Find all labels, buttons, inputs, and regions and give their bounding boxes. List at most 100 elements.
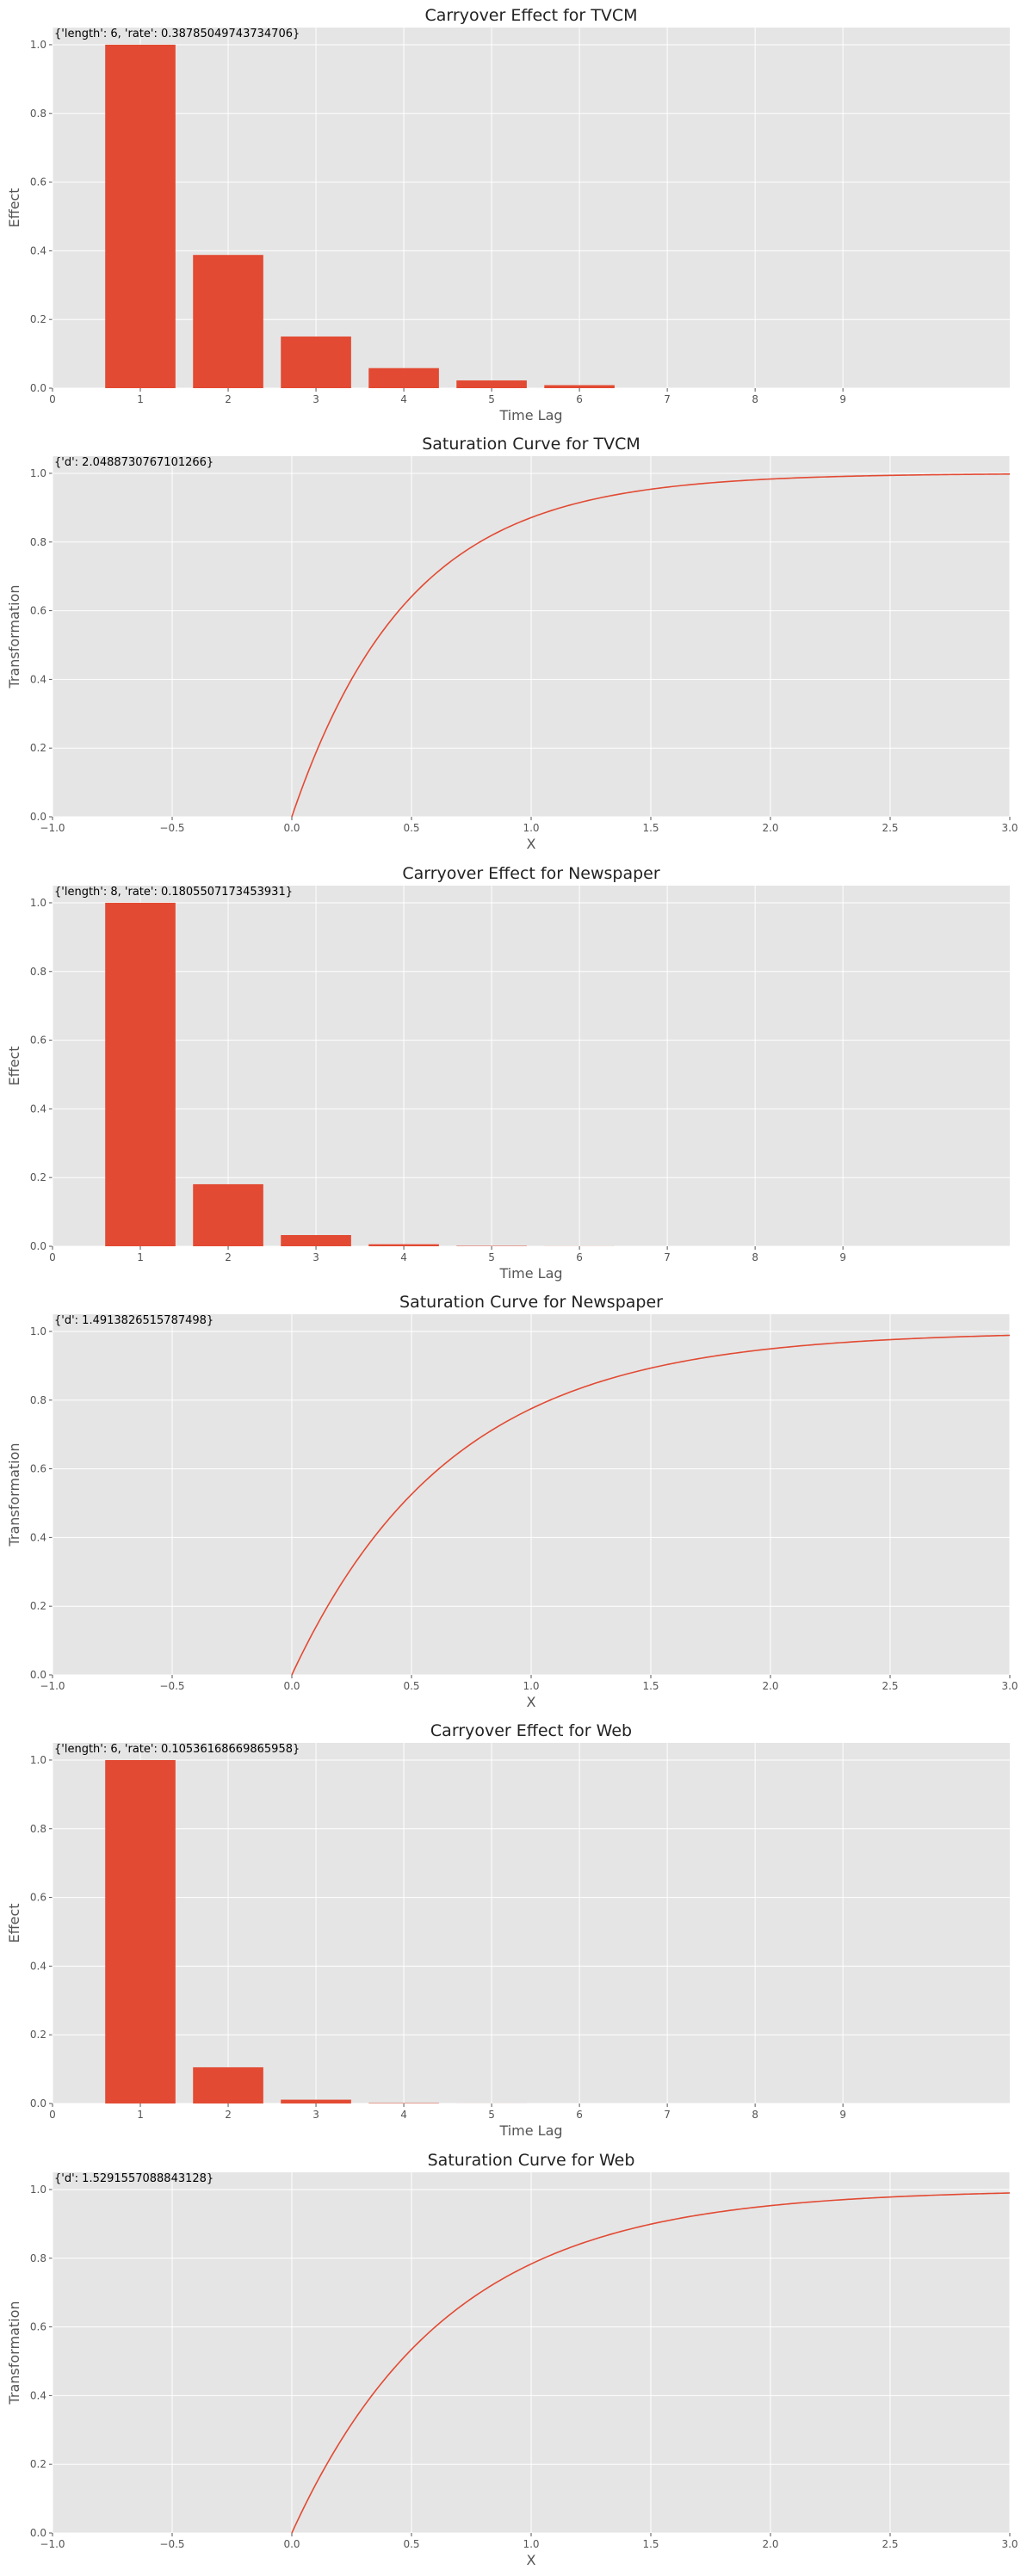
x-tick-label: 6 — [576, 393, 583, 405]
x-tick-label: 6 — [576, 2109, 583, 2121]
bar-lag-2 — [193, 255, 263, 388]
x-axis-label: Time Lag — [498, 407, 562, 423]
y-tick-label: 1.0 — [30, 2184, 46, 2196]
x-tick-label: 0 — [49, 2109, 56, 2121]
y-tick-label: 0.2 — [30, 2458, 46, 2470]
x-tick-label: 5 — [488, 1251, 495, 1263]
x-tick-label: 0.0 — [283, 2538, 300, 2550]
x-tick-label: 2 — [225, 2109, 232, 2121]
bar-lag-4 — [368, 1244, 439, 1246]
parameter-annotation: {'d': 1.5291557088843128} — [54, 2172, 213, 2185]
x-axis-label: X — [527, 1694, 536, 1710]
x-axis-label: Time Lag — [498, 2122, 562, 2139]
x-tick-label: 0.5 — [403, 2538, 419, 2550]
chart-panel-1: 0.0 0.2 0.4 0.6 0.8 1.0 0 1 2 3 4 5 6 7 8 9 Carryover Ef… — [6, 6, 1010, 423]
x-tick-label: 7 — [664, 393, 671, 405]
x-tick-label: 2.0 — [762, 822, 778, 834]
y-tick-label: 1.0 — [30, 467, 46, 479]
x-tick-label: 2.5 — [882, 1680, 898, 1692]
x-tick-label: 0.0 — [283, 822, 300, 834]
x-tick-label: 5 — [488, 393, 495, 405]
x-tick-label: 2.0 — [762, 1680, 778, 1692]
y-tick-label: 0.0 — [30, 811, 46, 823]
x-tick-label: 2.5 — [882, 822, 898, 834]
y-tick-label: 0.2 — [30, 1600, 46, 1612]
x-tick-label: 1 — [137, 1251, 144, 1263]
chart-title: Saturation Curve for TVCM — [422, 435, 640, 454]
y-tick-label: 0.0 — [30, 2527, 46, 2539]
chart-title: Carryover Effect for Newspaper — [402, 864, 660, 883]
y-tick-label: 0.6 — [30, 176, 46, 188]
plot-area — [53, 1743, 1010, 2103]
chart-panel-2: 0.0 0.2 0.4 0.6 0.8 1.0 −1.0 −0.5 0.0 0.5 1.0 1.5 2.… — [6, 435, 1018, 852]
x-tick-label: 0 — [49, 1251, 56, 1263]
x-tick-label: 6 — [576, 1251, 583, 1263]
bar-lag-1 — [105, 1759, 176, 2103]
x-tick-label: −1.0 — [40, 822, 65, 834]
chart-panel-6: 0.0 0.2 0.4 0.6 0.8 1.0 −1.0 −0.5 0.0 0.5 1.0 1.5 2.… — [6, 2151, 1018, 2568]
parameter-annotation: {'d': 2.0488730767101266} — [54, 456, 213, 469]
y-tick-label: 0.2 — [30, 742, 46, 754]
x-tick-label: −0.5 — [159, 1680, 184, 1692]
saturation-line — [291, 473, 1011, 818]
x-tick-label: 1 — [137, 393, 144, 405]
bar-lag-2 — [193, 2066, 263, 2103]
y-tick-label: 0.4 — [30, 244, 46, 256]
x-axis-label: X — [527, 836, 536, 852]
x-tick-label: 0 — [49, 393, 56, 405]
y-tick-label: 0.6 — [30, 2321, 46, 2333]
x-tick-label: 4 — [400, 1251, 407, 1263]
x-tick-label: 3.0 — [1001, 1680, 1018, 1692]
y-tick-label: 0.2 — [30, 313, 46, 325]
y-tick-label: 0.4 — [30, 1103, 46, 1115]
y-tick-label: 0.8 — [30, 1823, 46, 1835]
y-tick-label: 0.2 — [30, 1171, 46, 1183]
parameter-annotation: {'length': 6, 'rate': 0.3878504974373470… — [54, 28, 300, 40]
x-tick-label: −0.5 — [159, 2538, 184, 2550]
x-tick-label: 1.0 — [523, 822, 539, 834]
y-tick-label: 0.6 — [30, 1892, 46, 1904]
y-tick-label: 0.8 — [30, 108, 46, 120]
saturation-line — [291, 1334, 1011, 1676]
chart-title: Carryover Effect for TVCM — [425, 6, 638, 25]
x-tick-label: 2 — [225, 1251, 232, 1263]
x-tick-label: 9 — [839, 393, 846, 405]
y-tick-label: 0.4 — [30, 1531, 46, 1543]
parameter-annotation: {'length': 8, 'rate': 0.1805507173453931… — [54, 886, 293, 899]
bar-lag-1 — [105, 902, 176, 1246]
x-tick-label: 7 — [664, 2109, 671, 2121]
x-tick-label: 1.5 — [642, 1680, 659, 1692]
x-tick-label: 0.0 — [283, 1680, 300, 1692]
y-tick-label: 0.4 — [30, 2389, 46, 2401]
x-tick-label: −1.0 — [40, 1680, 65, 1692]
bar-lag-3 — [281, 2099, 351, 2103]
bar-lag-4 — [368, 368, 439, 388]
bar-lag-1 — [105, 44, 176, 388]
x-tick-label: 1.0 — [523, 1680, 539, 1692]
x-tick-label: 4 — [400, 2109, 407, 2121]
chart-title: Saturation Curve for Web — [428, 2151, 635, 2170]
x-tick-label: 1.5 — [642, 2538, 659, 2550]
y-tick-label: 0.0 — [30, 1669, 46, 1681]
chart-panel-4: 0.0 0.2 0.4 0.6 0.8 1.0 −1.0 −0.5 0.0 0.5 1.0 1.5 2.… — [6, 1293, 1018, 1710]
y-axis-label: Transformation — [6, 1442, 22, 1547]
x-tick-label: 4 — [400, 393, 407, 405]
y-tick-label: 0.8 — [30, 966, 46, 978]
y-tick-label: 1.0 — [30, 1325, 46, 1337]
y-tick-label: 0.0 — [30, 382, 46, 394]
y-tick-label: 0.6 — [30, 1035, 46, 1047]
y-tick-label: 0.6 — [30, 1463, 46, 1475]
x-tick-label: 3 — [312, 1251, 319, 1263]
x-axis-label: X — [527, 2552, 536, 2568]
parameter-annotation: {'length': 6, 'rate': 0.1053616866986595… — [54, 1743, 300, 1756]
x-tick-label: 3 — [312, 393, 319, 405]
x-tick-label: 1 — [137, 2109, 144, 2121]
x-tick-label: 9 — [839, 1251, 846, 1263]
x-tick-label: 8 — [752, 393, 758, 405]
y-tick-label: 0.8 — [30, 536, 46, 548]
x-tick-label: 1.5 — [642, 822, 659, 834]
y-tick-label: 0.0 — [30, 1240, 46, 1252]
x-tick-label: 2.5 — [882, 2538, 898, 2550]
chart-panel-5: 0.0 0.2 0.4 0.6 0.8 1.0 0 1 2 3 4 5 6 7 8 9 Carryover Ef… — [6, 1721, 1010, 2139]
y-tick-label: 0.8 — [30, 2252, 46, 2264]
